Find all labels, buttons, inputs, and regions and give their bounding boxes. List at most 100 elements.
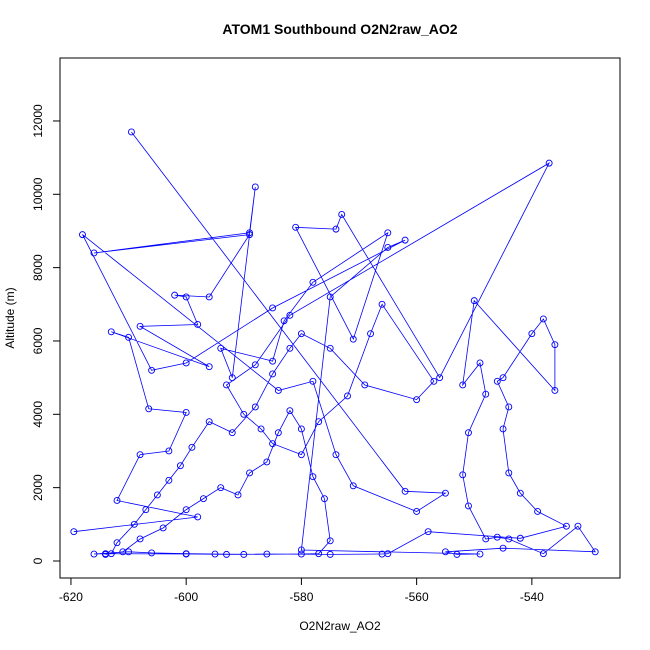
x-axis-label: O2N2raw_AO2	[299, 619, 381, 633]
data-point	[297, 330, 305, 338]
data-point	[136, 535, 144, 543]
y-tick-label: 2000	[31, 474, 45, 501]
data-point	[286, 407, 294, 415]
data-point	[79, 231, 86, 239]
data-point	[188, 443, 196, 451]
data-point	[240, 550, 248, 558]
data-point	[459, 471, 467, 479]
data-point	[102, 550, 109, 558]
data-point	[269, 370, 277, 378]
data-point	[125, 333, 133, 341]
data-point	[361, 381, 369, 389]
y-tick-label: 0	[31, 557, 45, 564]
data-point	[153, 491, 161, 499]
data-point	[539, 315, 547, 323]
data-point	[269, 440, 277, 448]
y-tick-label: 4000	[31, 401, 45, 428]
data-point	[205, 293, 213, 301]
data-point	[182, 550, 190, 558]
data-point	[315, 418, 323, 426]
data-point	[441, 548, 449, 556]
data-point	[171, 291, 179, 299]
data-point	[349, 335, 357, 343]
data-point	[574, 522, 582, 530]
y-tick-label: 6000	[31, 327, 45, 354]
data-point	[257, 425, 265, 433]
data-point	[545, 159, 553, 167]
data-point	[493, 377, 501, 385]
data-point	[280, 317, 288, 325]
data-point	[263, 458, 271, 466]
y-tick-label: 12000	[31, 104, 45, 138]
data-point	[228, 429, 236, 437]
data-point	[182, 293, 190, 301]
data-point	[297, 451, 305, 459]
data-point	[223, 550, 230, 558]
data-point	[136, 322, 144, 330]
data-point	[113, 539, 121, 547]
data-point	[148, 549, 156, 557]
data-point	[309, 473, 317, 481]
data-point	[182, 506, 190, 514]
data-point	[470, 297, 478, 305]
data-point	[286, 311, 294, 319]
data-point	[194, 513, 202, 521]
data-point	[332, 225, 340, 233]
data-point	[297, 425, 305, 433]
data-point	[200, 495, 207, 503]
data-point	[246, 469, 253, 477]
data-point	[441, 489, 449, 497]
data-point	[217, 344, 225, 352]
data-point	[493, 533, 501, 541]
x-tick-label: -600	[174, 590, 198, 604]
y-axis-label: Altitude (m)	[3, 287, 17, 348]
data-point	[378, 300, 386, 308]
data-point	[297, 546, 305, 554]
data-point	[551, 387, 559, 394]
data-point	[315, 550, 323, 558]
data-point	[505, 469, 513, 477]
data-point	[292, 223, 300, 231]
data-point	[476, 359, 484, 367]
data-point	[326, 550, 334, 558]
data-point	[465, 502, 472, 510]
data-point	[205, 418, 213, 426]
x-tick-label: -580	[289, 590, 313, 604]
y-tick-label: 10000	[31, 177, 45, 211]
data-point	[223, 381, 230, 389]
data-point	[436, 374, 444, 382]
data-point	[413, 396, 421, 404]
data-point	[326, 537, 334, 545]
data-point	[182, 409, 190, 416]
data-point	[591, 548, 599, 556]
x-tick-label: -540	[520, 590, 544, 604]
data-point	[142, 506, 150, 514]
data-point	[211, 550, 219, 558]
data-point	[401, 487, 409, 495]
data-point	[70, 528, 78, 536]
data-point	[516, 489, 524, 497]
data-point	[505, 535, 513, 543]
chart-title: ATOM1 Southbound O2N2raw_AO2	[222, 21, 457, 37]
data-point	[113, 497, 121, 504]
data-point	[430, 377, 438, 385]
data-point	[332, 451, 340, 459]
data-point	[145, 405, 153, 413]
data-point	[240, 410, 248, 418]
data-point	[234, 491, 242, 499]
data-point	[482, 535, 490, 543]
data-point	[344, 392, 351, 400]
data-point	[424, 528, 432, 536]
data-point	[251, 403, 259, 411]
data-point	[499, 425, 507, 433]
data-point	[320, 495, 328, 503]
data-point	[246, 231, 253, 239]
data-point	[274, 387, 282, 394]
data-point	[127, 128, 135, 136]
data-point	[246, 229, 253, 237]
data-point	[159, 524, 167, 532]
plot-frame	[59, 57, 621, 579]
data-point	[326, 344, 334, 352]
data-point	[107, 328, 115, 336]
data-point	[482, 390, 490, 398]
